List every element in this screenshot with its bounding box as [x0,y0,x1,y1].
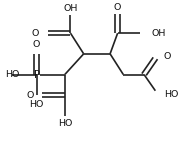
Text: O: O [32,29,39,38]
Text: OH: OH [63,4,78,13]
Text: O: O [114,3,121,12]
Text: OH: OH [152,29,166,38]
Text: HO: HO [164,90,178,99]
Text: HO: HO [5,70,20,79]
Text: O: O [26,91,34,100]
Text: O: O [164,52,171,60]
Text: HO: HO [58,119,72,128]
Text: O: O [33,41,40,49]
Text: HO: HO [29,100,44,109]
Text: P: P [33,69,40,80]
